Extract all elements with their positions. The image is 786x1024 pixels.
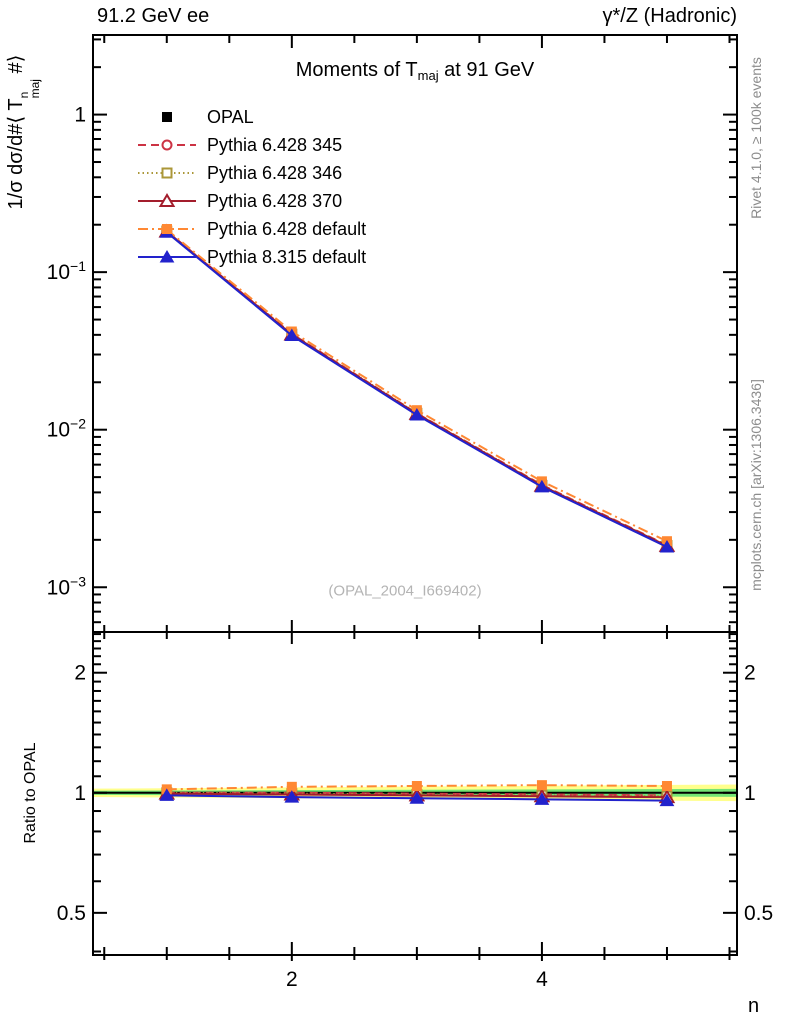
legend-item: Pythia 6.428 346 xyxy=(136,159,366,187)
y-tick-label: 1 xyxy=(74,782,86,805)
main-series-OPAL xyxy=(161,226,672,550)
main-series-Pythia-6-428-346 xyxy=(161,225,673,552)
legend-item: Pythia 8.315 default xyxy=(136,243,366,271)
plot-title-prefix: Moments of T xyxy=(295,59,418,81)
y-tick-label: 10−2 xyxy=(47,416,87,442)
y-axis-label-main-supsub: n maj xyxy=(17,79,42,99)
plot-title-suffix: at 91 GeV xyxy=(438,59,535,81)
y-tick-label: 2 xyxy=(74,662,86,685)
legend-item-label: Pythia 8.315 default xyxy=(207,246,367,267)
header-process: γ*/Z (Hadronic) xyxy=(602,5,737,27)
legend-item: Pythia 6.428 default xyxy=(136,215,366,243)
main-series-Pythia-8-315-default xyxy=(159,225,675,553)
legend-marker-triangle xyxy=(138,250,196,263)
x-tick-label: 2 xyxy=(286,968,298,991)
legend-marker-square xyxy=(138,167,196,179)
legend-item: Pythia 6.428 345 xyxy=(136,131,366,159)
legend-item-label: Pythia 6.428 370 xyxy=(207,190,343,211)
legend-item-label: Pythia 6.428 346 xyxy=(207,162,343,183)
legend: OPAL Pythia 6.428 345 Pythia 6.428 346 Pyth… xyxy=(136,103,366,271)
main-series-Pythia-6-428-default xyxy=(161,224,672,547)
legend-marker-square xyxy=(138,224,196,234)
main-series-Pythia-6-428-345 xyxy=(161,225,673,551)
x-tick-label: 4 xyxy=(536,968,548,991)
legend-item: Pythia 6.428 370 xyxy=(136,187,366,215)
y-tick-label: 10−3 xyxy=(47,573,87,599)
y-tick-label: 2 xyxy=(744,662,756,685)
ratio-panel-frame xyxy=(92,631,738,956)
side-note-mcplots: mcplots.cern.ch [arXiv:1306.3436] xyxy=(748,379,764,591)
legend-item-label: Pythia 6.428 default xyxy=(207,218,367,239)
analysis-watermark: (OPAL_2004_I669402) xyxy=(328,582,482,600)
legend-marker-triangle xyxy=(138,193,196,207)
y-axis-label-main-close: #⟩ xyxy=(5,54,27,80)
ratio-series-Pythia-8-315-default xyxy=(159,788,675,807)
y-tick-label: 10−1 xyxy=(47,258,87,284)
legend-item-label: Pythia 6.428 345 xyxy=(207,134,343,155)
plot-title-subscript: maj xyxy=(417,68,439,83)
header-beam-energy: 91.2 GeV ee xyxy=(97,5,210,27)
y-axis-label-main-sub: maj xyxy=(28,79,42,99)
y-tick-label: 1 xyxy=(74,104,86,127)
side-note-rivet: Rivet 4.1.0, ≥ 100k events xyxy=(748,57,764,219)
y-tick-label: 0.5 xyxy=(744,902,773,925)
y-tick-label: 1 xyxy=(744,782,756,805)
plot-title: Moments of Tmaj at 91 GeV xyxy=(296,59,534,83)
legend-item-label: OPAL xyxy=(207,106,254,127)
main-series-Pythia-6-428-370 xyxy=(158,223,676,552)
x-axis-label: n xyxy=(748,995,760,1017)
legend-marker-square xyxy=(162,112,172,122)
y-axis-label-main-text: 1/σ dσ/d#⟨ T xyxy=(5,98,27,210)
y-axis-label-ratio: Ratio to OPAL xyxy=(22,742,39,844)
y-tick-label: 0.5 xyxy=(57,902,86,925)
legend-marker-circle xyxy=(138,139,196,151)
legend-item: OPAL xyxy=(136,103,366,131)
